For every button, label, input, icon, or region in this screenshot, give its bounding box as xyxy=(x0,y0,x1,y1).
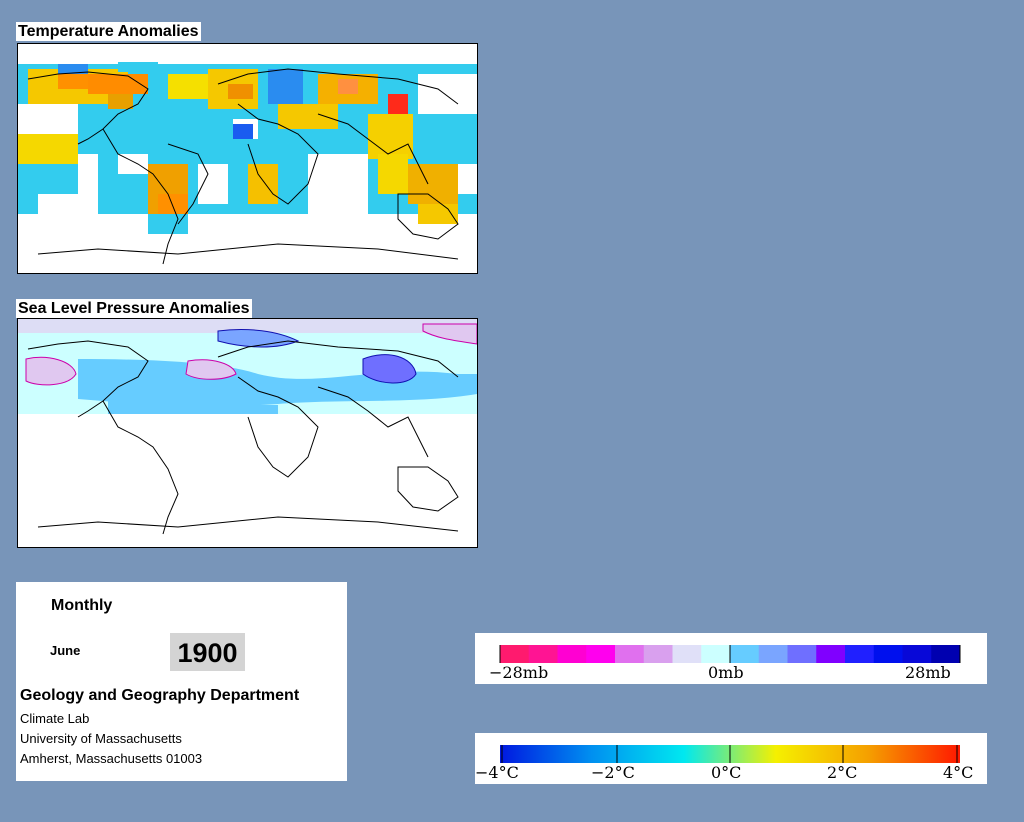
pressure-swatch xyxy=(816,645,846,663)
temperature-label-3: 2°C xyxy=(827,763,857,782)
pressure-swatch xyxy=(672,645,702,663)
pressure-swatch xyxy=(615,645,645,663)
temperature-label-0: −4°C xyxy=(475,763,519,782)
temperature-anomaly-map xyxy=(17,43,478,274)
temperature-label-2: 0°C xyxy=(711,763,741,782)
lab-name: Climate Lab xyxy=(20,711,90,726)
pressure-label-zero: 0mb xyxy=(708,663,744,682)
temperature-label-4: 4°C xyxy=(943,763,973,782)
pressure-swatch xyxy=(701,645,731,663)
temperature-coastlines xyxy=(27,68,459,265)
pressure-swatch xyxy=(931,645,961,663)
frequency-label: Monthly xyxy=(51,597,113,614)
month-label: June xyxy=(50,643,81,658)
pressure-swatch xyxy=(643,645,673,663)
address-line: Amherst, Massachusetts 01003 xyxy=(20,751,203,766)
pressure-swatch xyxy=(500,645,530,663)
temperature-panel-title: Temperature Anomalies xyxy=(16,22,201,41)
pressure-label-min: −28mb xyxy=(489,663,548,682)
pressure-swatch xyxy=(902,645,932,663)
temperature-anomaly-field xyxy=(18,44,477,273)
pressure-legend: −28mb 0mb 28mb xyxy=(475,633,987,684)
pressure-swatch xyxy=(845,645,875,663)
pressure-swatch xyxy=(873,645,903,663)
info-panel: Monthly June 1900 Geology and Geography … xyxy=(16,582,347,781)
year-label: 1900 xyxy=(170,633,245,671)
pressure-swatch xyxy=(557,645,587,663)
pressure-swatch xyxy=(586,645,616,663)
temperature-label-1: −2°C xyxy=(591,763,635,782)
pressure-swatch xyxy=(758,645,788,663)
pressure-swatch xyxy=(787,645,817,663)
department-name: Geology and Geography Department xyxy=(20,687,300,704)
pressure-panel-title: Sea Level Pressure Anomalies xyxy=(16,299,252,318)
pressure-coastlines xyxy=(27,340,459,535)
university-name: University of Massachusetts xyxy=(20,731,182,746)
pressure-anomaly-field xyxy=(18,319,477,547)
pressure-anomaly-map xyxy=(17,318,478,548)
pressure-swatch xyxy=(730,645,760,663)
pressure-label-max: 28mb xyxy=(905,663,951,682)
pressure-color-scale xyxy=(499,645,961,663)
pressure-swatch xyxy=(528,645,558,663)
temperature-legend: −4°C −2°C 0°C 2°C 4°C xyxy=(475,733,987,784)
